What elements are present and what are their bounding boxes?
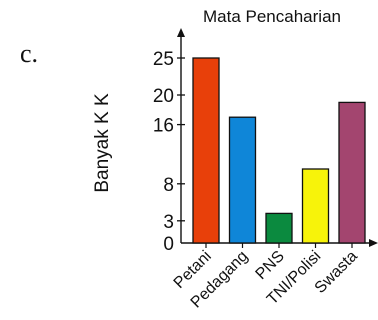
chart-title: Mata Pencaharian: [203, 7, 341, 26]
bars: [192, 57, 366, 244]
x-axis-arrow: [369, 239, 378, 247]
bar-pedagang: [228, 116, 257, 244]
bar-pns: [265, 212, 293, 244]
y-tick-label: 0: [163, 234, 174, 255]
y-tick-label: 20: [153, 86, 174, 107]
bar-tni-polisi: [301, 168, 330, 244]
y-ticks: 03 8 16 20 25: [153, 49, 185, 255]
y-tick-label: 3: [163, 212, 174, 233]
part-label: c.: [20, 39, 38, 68]
y-axis-arrow: [177, 28, 185, 37]
y-tick-label: 16: [153, 116, 174, 137]
y-tick-label: 8: [163, 175, 174, 196]
y-axis-label: Banyak K K: [92, 93, 113, 193]
bar-swasta: [338, 101, 366, 244]
y-tick-label: 25: [153, 49, 174, 70]
bar-petani: [192, 57, 220, 244]
